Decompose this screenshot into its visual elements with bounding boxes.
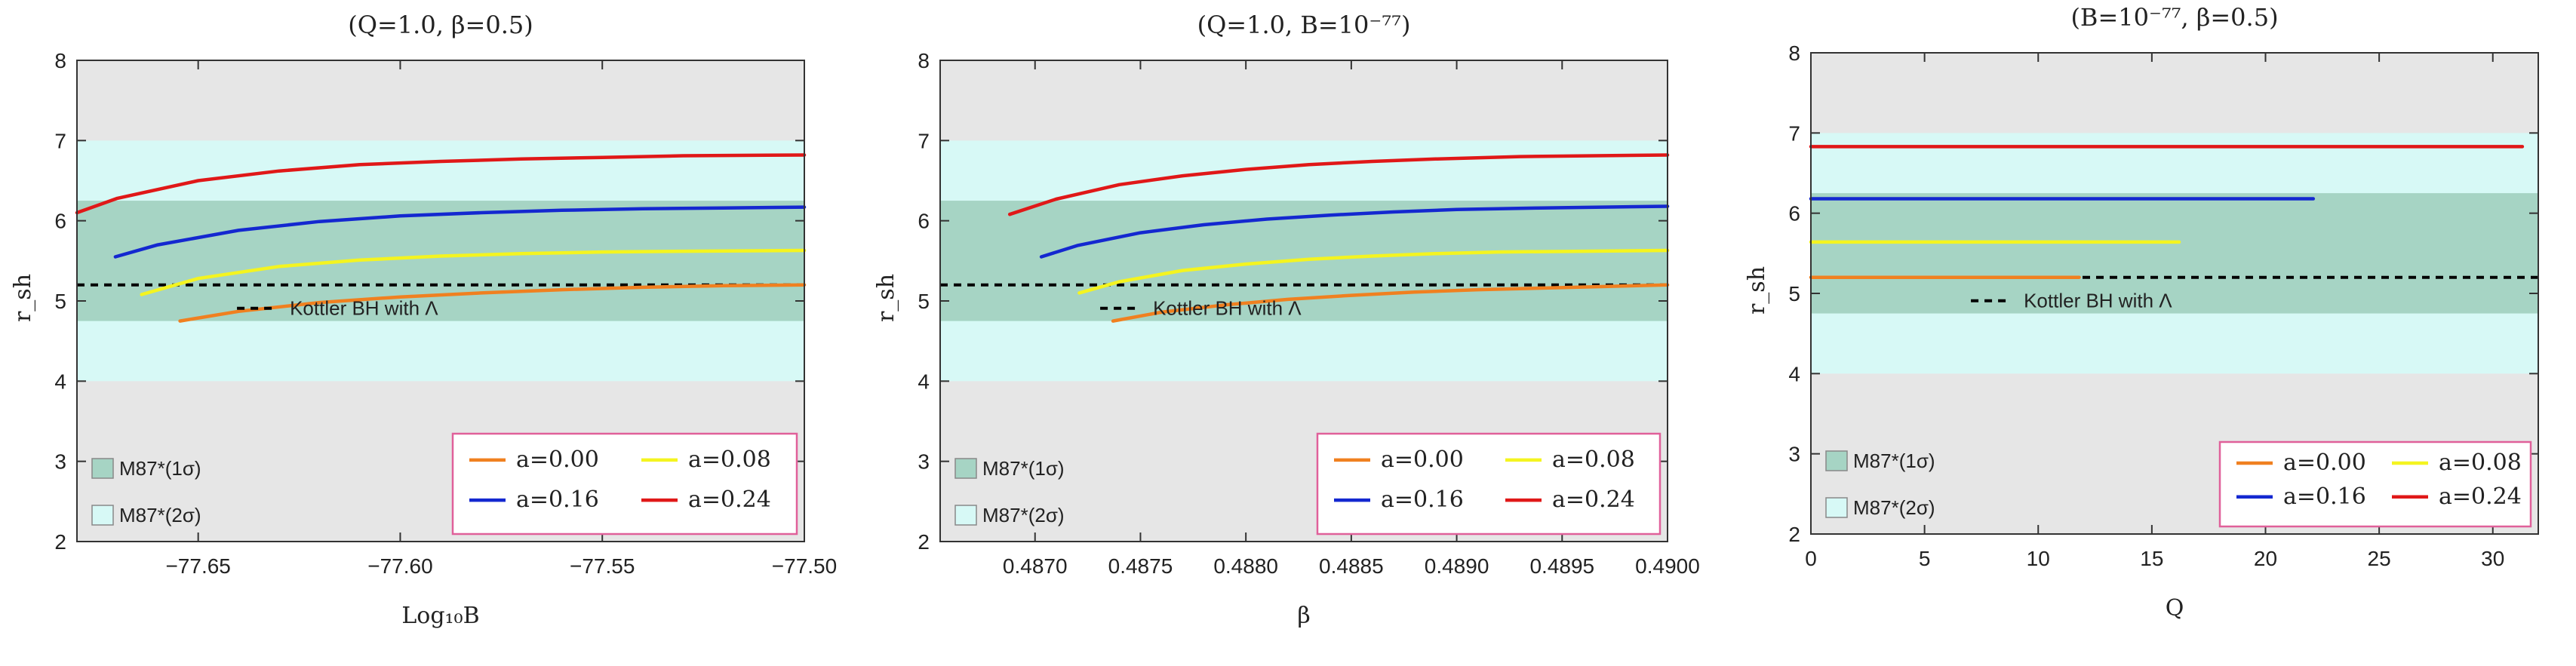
y-tick-label: 5 [54, 290, 66, 313]
band-legend-swatch [91, 505, 114, 526]
x-tick-label: 20 [2254, 547, 2277, 570]
y-tick-label: 6 [918, 210, 930, 233]
y-tick-label: 8 [918, 49, 930, 72]
band-legend-swatch [954, 458, 977, 479]
y-tick-label: 3 [918, 450, 930, 474]
x-tick-label: −77.50 [772, 554, 837, 578]
x-tick-label: 0.4895 [1529, 554, 1594, 578]
y-tick-label: 2 [1788, 523, 1800, 546]
y-tick-label: 2 [54, 530, 66, 554]
kottler-legend-label: Kottler BH with Λ [290, 297, 438, 320]
x-tick-label: 15 [2140, 547, 2163, 570]
legend-label: a=0.08 [1552, 447, 1635, 473]
series-legend: a=0.00 a=0.08 a=0.16 a=0.24 [451, 432, 798, 536]
y-axis-label: r_sh [873, 274, 899, 322]
y-tick-label: 4 [54, 370, 66, 393]
y-tick-label: 3 [1788, 443, 1800, 466]
chart-panel-2: 2 3 4 5 6 7 8 0.4870 0.4875 0.4880 0.4885 0.4890 0.4… [873, 11, 1700, 629]
y-tick-label: 7 [1788, 121, 1800, 145]
x-tick-label: −77.55 [570, 554, 635, 578]
band-1sigma [77, 201, 804, 321]
band-legend: M87*(1σ) M87*(2σ) [91, 457, 201, 526]
legend-label: a=0.24 [1552, 486, 1635, 513]
chart-title: (Q=1.0, B=10⁻⁷⁷) [1197, 11, 1411, 39]
x-tick-label: 0.4900 [1635, 554, 1700, 578]
y-tick-label: 5 [1788, 282, 1800, 305]
y-tick-label: 4 [918, 370, 930, 393]
band-legend: M87*(1σ) M87*(2σ) [954, 457, 1065, 526]
y-tick-label: 4 [1788, 362, 1800, 385]
band-legend-swatch [1825, 497, 1848, 518]
series-line-a008 [1077, 248, 1670, 295]
x-tick-label: 30 [2481, 547, 2504, 570]
band-legend-label: M87*(2σ) [119, 504, 201, 526]
series-legend: a=0.00 a=0.08 a=0.16 a=0.24 [2218, 440, 2532, 528]
band-legend-label: M87*(1σ) [1853, 450, 1935, 472]
legend-label: a=0.08 [688, 447, 771, 473]
legend-box [1316, 432, 1661, 536]
y-axis-label: r_sh [10, 274, 36, 322]
x-tick-label: 10 [2027, 547, 2050, 570]
x-tick-label: 0.4885 [1319, 554, 1384, 578]
chart-panel-3: 2 3 4 5 6 7 8 0 5 10 15 20 25 30 (B=10⁻⁷⁷, β=0.5) Qr_sh… [1744, 3, 2539, 621]
legend-label: a=0.08 [2439, 450, 2522, 476]
y-tick-label: 8 [54, 49, 66, 72]
x-tick-label: 5 [1919, 547, 1931, 570]
series-line-a024 [1007, 153, 1670, 216]
y-tick-label: 2 [918, 530, 930, 554]
chart-panel-1: 2 3 4 5 6 7 8 −77.65 −77.60 −77.55 −77.50 (Q=1.0, β… [10, 11, 837, 629]
kottler-legend-label: Kottler BH with Λ [2024, 290, 2172, 312]
y-tick-label: 8 [1788, 41, 1800, 65]
band-legend: M87*(1σ) M87*(2σ) [1825, 450, 1935, 519]
band-legend-swatch [1825, 450, 1848, 471]
x-tick-label: −77.65 [165, 554, 230, 578]
chart-title: (Q=1.0, β=0.5) [348, 11, 533, 39]
series-line-a016 [113, 205, 807, 259]
x-tick-label: 0.4890 [1425, 554, 1489, 578]
band-1sigma [1811, 193, 2538, 314]
x-tick-label: 25 [2368, 547, 2391, 570]
legend-box [451, 432, 798, 536]
series-line-a000 [1111, 283, 1670, 323]
legend-label: a=0.24 [2439, 483, 2522, 510]
band-legend-swatch [954, 505, 977, 526]
legend-box [2218, 440, 2532, 528]
x-tick-label: 0.4875 [1108, 554, 1173, 578]
x-tick-label: 0.4870 [1003, 554, 1068, 578]
kottler-legend-label: Kottler BH with Λ [1153, 297, 1302, 320]
x-tick-label: 0.4880 [1213, 554, 1278, 578]
series-line-a016 [1039, 204, 1670, 259]
y-tick-label: 6 [54, 210, 66, 233]
y-tick-label: 5 [918, 290, 930, 313]
x-axis-label: Q [2166, 595, 2184, 621]
legend-label: a=0.16 [1381, 486, 1464, 513]
x-axis-label: β [1297, 603, 1310, 629]
legend-label: a=0.16 [516, 486, 599, 513]
legend-label: a=0.00 [1381, 447, 1464, 473]
series-line-a008 [140, 248, 807, 296]
band-legend-label: M87*(2σ) [982, 504, 1065, 526]
legend-label: a=0.24 [688, 486, 771, 513]
legend-label: a=0.00 [516, 447, 599, 473]
series-line-a024 [75, 153, 807, 215]
y-tick-label: 7 [54, 129, 66, 152]
band-legend-label: M87*(2σ) [1853, 496, 1935, 519]
series-legend: a=0.00 a=0.08 a=0.16 a=0.24 [1316, 432, 1661, 536]
band-legend-swatch [91, 458, 114, 479]
band-legend-label: M87*(1σ) [982, 457, 1065, 480]
chart-title: (B=10⁻⁷⁷, β=0.5) [2070, 3, 2278, 32]
x-tick-label: −77.60 [367, 554, 432, 578]
y-tick-label: 7 [918, 129, 930, 152]
y-axis-label: r_sh [1744, 266, 1770, 315]
y-tick-label: 6 [1788, 202, 1800, 226]
x-tick-label: 0 [1805, 547, 1817, 570]
legend-label: a=0.16 [2283, 483, 2366, 510]
x-axis-label: Log₁₀B [401, 603, 479, 629]
y-tick-label: 3 [54, 450, 66, 474]
legend-label: a=0.00 [2283, 450, 2366, 476]
band-legend-label: M87*(1σ) [119, 457, 201, 480]
